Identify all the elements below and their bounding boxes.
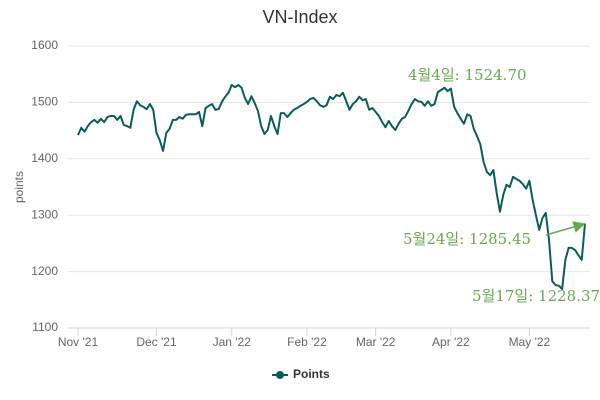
chart-title: VN-Index: [262, 7, 337, 27]
y-tick-label: 1500: [31, 95, 58, 109]
y-tick-label: 1200: [31, 264, 58, 278]
y-tick-label: 1400: [31, 151, 58, 165]
x-tick-label: Jan '22: [213, 335, 252, 349]
annotation-arrow: [545, 221, 586, 236]
data-line: [77, 83, 586, 291]
y-axis-label: points: [12, 171, 26, 203]
legend-marker: [276, 371, 284, 379]
annotation: 4월4일: 1524.70: [408, 66, 527, 84]
y-tick-label: 1100: [32, 320, 58, 334]
x-tick-label: Mar '22: [356, 335, 396, 349]
annotation: 5월17일: 1228.37: [472, 287, 600, 305]
x-tick-label: May '22: [509, 335, 551, 349]
x-tick-label: Feb '22: [287, 335, 327, 349]
y-tick-label: 1300: [31, 207, 58, 221]
x-tick-label: Nov '21: [58, 335, 99, 349]
annotation: 5월24일: 1285.45: [403, 230, 531, 248]
x-tick-label: Apr '22: [432, 335, 470, 349]
y-tick-label: 1600: [31, 38, 58, 52]
legend-label: Points: [293, 367, 330, 381]
x-tick-label: Dec '21: [136, 335, 177, 349]
